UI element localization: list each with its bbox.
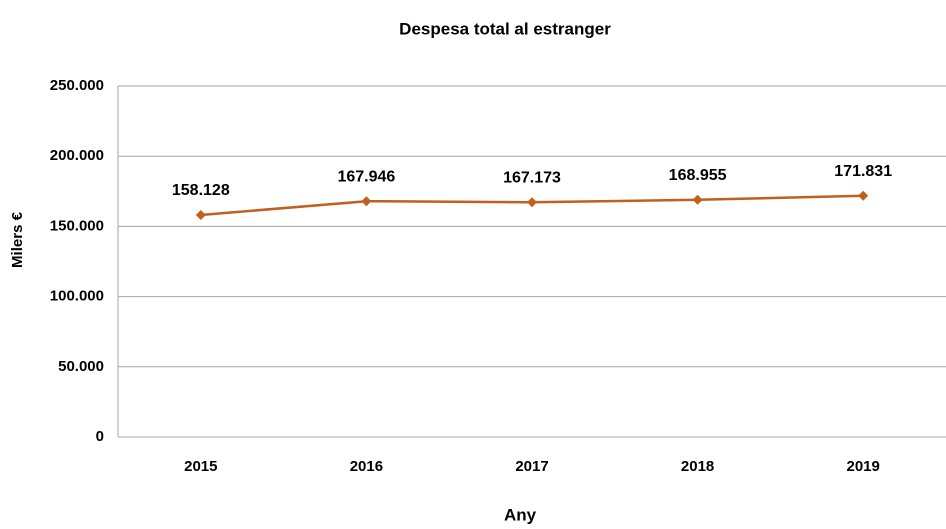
y-tick-label: 250.000	[50, 77, 104, 94]
y-tick-label: 200.000	[50, 147, 104, 164]
chart-title: Despesa total al estranger	[399, 19, 611, 38]
marker	[527, 197, 537, 208]
marker	[692, 194, 703, 205]
y-tick-label: 100.000	[50, 288, 104, 305]
data-label: 158.128	[172, 182, 230, 199]
y-tick-label: 50.000	[58, 358, 104, 375]
data-label: 167.946	[337, 168, 395, 185]
x-tick-label: 2017	[515, 458, 548, 475]
x-tick-label: 2018	[681, 458, 714, 475]
data-label: 167.173	[503, 170, 561, 187]
x-axis-label: Any	[504, 505, 537, 524]
y-axis-label: Milers €	[9, 211, 26, 268]
y-tick-label: 150.000	[50, 217, 104, 234]
marker	[195, 209, 206, 220]
data-label: 171.831	[834, 163, 892, 180]
marker	[858, 190, 869, 201]
x-tick-label: 2019	[847, 458, 880, 475]
marker	[361, 196, 372, 207]
y-tick-label: 0	[96, 428, 104, 445]
x-tick-label: 2015	[184, 458, 217, 475]
data-label: 168.955	[669, 167, 727, 184]
x-tick-label: 2016	[350, 458, 383, 475]
